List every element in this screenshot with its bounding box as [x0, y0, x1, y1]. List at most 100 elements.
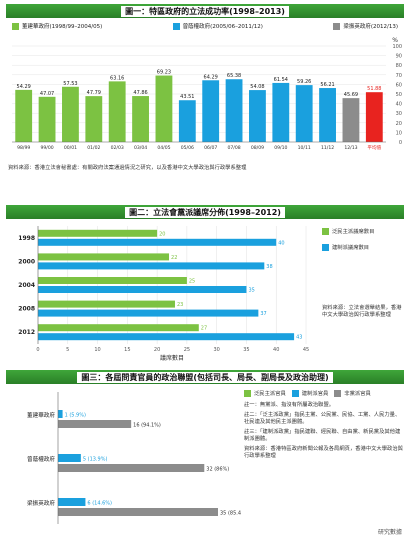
legend-label: 非黨派官員: [344, 391, 371, 397]
x-tick-label: 40: [273, 347, 279, 353]
y-tick-label: 10: [396, 130, 402, 136]
bar: [15, 89, 33, 142]
y-tick-label: 80: [396, 63, 402, 69]
y-tick-label: 70: [396, 73, 402, 79]
data-label: 45.69: [344, 92, 358, 98]
chart1-plot: %100908070605040302010054.2998/9947.0799…: [12, 37, 402, 151]
chart1-legend-item-0: 董建華政府(1998/99–2004/05): [12, 22, 102, 30]
legend-swatch: [12, 23, 19, 30]
x-tick-label: 10/11: [298, 145, 311, 151]
bar: [342, 98, 360, 142]
data-label: 43.51: [180, 94, 194, 100]
x-tick-label: 30: [213, 347, 219, 353]
x-tick-label: 04/05: [157, 145, 170, 151]
data-label: 69.23: [157, 70, 171, 76]
y-tick-label: 50: [396, 92, 402, 98]
legend-label: 建制派議席數目: [332, 245, 370, 251]
y-tick-label: 2012: [18, 329, 35, 336]
bar: [62, 86, 79, 142]
y-tick-label: 100: [392, 44, 402, 50]
x-tick-label: 09/10: [274, 145, 287, 151]
y-tick-label: 2008: [18, 306, 35, 313]
y-tick-label: 董建華政府: [27, 411, 55, 419]
legend-swatch: [244, 390, 251, 397]
chart3-side: 泛民主派官員 建制派官員 非黨派官員 註一：無黨派、指沒有所屬政治聯盟。 註二：…: [244, 390, 404, 460]
x-tick-label: 00/01: [64, 145, 77, 151]
x-tick-label: 35: [243, 347, 249, 353]
bar: [58, 420, 132, 428]
x-tick-label: 25: [184, 347, 190, 353]
chart3-title-bar: 圖三：各屆問責官員的政治聯盟(包括司長、局長、副局長及政治助理): [6, 370, 404, 384]
data-label: 59.26: [297, 79, 311, 85]
chart1-title: 圖一：特區政府的立法成功率(1998–2013): [121, 5, 289, 17]
x-tick-label: 98/99: [17, 145, 30, 151]
x-tick-label: 03/04: [134, 145, 147, 151]
data-label: 35 (85.4%): [220, 511, 241, 517]
bar: [38, 253, 170, 261]
x-tick-label: 99/00: [40, 145, 53, 151]
bar: [38, 229, 158, 237]
data-label: 23: [177, 302, 183, 308]
data-label: 1 (5.9%): [65, 413, 86, 419]
data-label: 16 (94.1%): [133, 423, 161, 429]
chart3-note-3: 資料來源：香港特區政府新聞公報及各局網頁，香港中文大學政治與行政學系整理: [244, 446, 403, 459]
data-label: 32 (86%): [206, 467, 229, 473]
bar: [225, 79, 243, 142]
chart3-plot: 董建華政府 1 (5.9%) 16 (94.1%) 曾蔭權政府 5 (13.9%) 32 …: [27, 392, 241, 524]
bar: [319, 88, 336, 142]
x-tick-label: 12/13: [344, 145, 357, 151]
data-label: 38: [266, 264, 272, 270]
y-tick-label: 40: [396, 102, 402, 108]
data-label: 54.08: [250, 84, 264, 90]
x-tick-label: 5: [66, 347, 69, 353]
bar: [58, 410, 63, 418]
chart3-note-0: 註一：無黨派、指沒有所屬政治聯盟。: [244, 402, 335, 408]
data-label: 6 (14.6%): [87, 501, 112, 507]
data-label: 25: [189, 279, 195, 285]
x-tick-label: 平均值: [367, 144, 381, 151]
y-tick-label: 梁振英政府: [27, 499, 55, 507]
y-tick-label: 1998: [18, 235, 35, 242]
y-tick-label: 曾蔭權政府: [27, 455, 55, 463]
data-label: 40: [278, 240, 284, 246]
bar: [38, 96, 56, 142]
chart2-title-bar: 圖二：立法會黨派議席分佈(1998–2012): [6, 205, 404, 219]
legend-swatch: [291, 390, 299, 397]
chart2-legend-item-1: 建制派議席數目: [322, 244, 402, 252]
x-tick-label: 01/02: [87, 145, 100, 151]
y-tick-label: 30: [396, 111, 402, 117]
y-tick-label: 0: [399, 140, 402, 146]
chart2-legend-item-0: 泛民主派議席數目: [322, 228, 402, 236]
x-tick-label: 0: [36, 347, 39, 353]
bar: [249, 90, 266, 142]
chart1-legend-item-1: 曾蔭權政府(2005/06–2011/12): [172, 22, 263, 30]
legend-label: 建制派官員: [301, 391, 329, 397]
chart3-legend-item-2: 非黨派官員: [334, 390, 371, 398]
x-tick-label: 20: [154, 347, 160, 353]
bar: [132, 96, 149, 142]
legend-swatch: [334, 390, 342, 397]
x-tick-label: 02/03: [111, 145, 124, 151]
data-label: 54.29: [17, 84, 31, 90]
legend-swatch: [333, 23, 341, 30]
bar: [58, 454, 81, 462]
data-label: 63.16: [110, 75, 124, 81]
legend-label: 曾蔭權政府(2005/06–2011/12): [182, 24, 263, 30]
data-label: 61.54: [274, 77, 288, 83]
y-tick-label: 90: [396, 54, 402, 60]
bar: [38, 277, 187, 284]
data-label: 22: [171, 255, 177, 261]
chart3-note-1: 註二：「泛主派政黨」指民主黨、公民黨、民協、工黨、人民力量、社民連及其他民主派團…: [244, 412, 401, 425]
data-label: 51.88: [367, 86, 381, 92]
chart3-legend-item-0: 泛民主派官員: [244, 390, 286, 398]
y-axis-unit: %: [392, 37, 398, 44]
chart3-note-2: 註三：「建制派政黨」指民建聯、經民聯、自由黨、新民黨及其他建制派團體。: [244, 429, 401, 442]
x-tick-label: 45: [303, 347, 309, 353]
legend-swatch: [322, 228, 329, 235]
bar: [38, 324, 199, 332]
data-label: 35: [248, 288, 254, 294]
x-tick-label: 11/12: [321, 145, 334, 151]
legend-label: 泛民主派議席數目: [332, 229, 375, 235]
legend-label: 董建華政府(1998/99–2004/05): [22, 24, 103, 30]
data-label: 5 (13.9%): [83, 457, 108, 463]
